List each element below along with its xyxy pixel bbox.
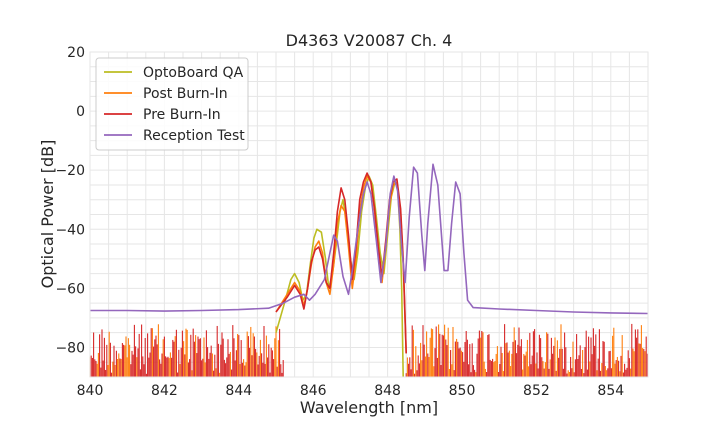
noise-floor [89, 323, 648, 377]
y-tick-label: −80 [55, 340, 85, 356]
y-tick-label: −60 [55, 281, 85, 297]
x-axis-label: Wavelength [nm] [300, 398, 438, 417]
legend-label: OptoBoard QA [143, 65, 244, 81]
x-tick-label: 850 [449, 383, 476, 399]
x-tick-label: 840 [77, 383, 104, 399]
y-tick-label: −40 [55, 222, 85, 238]
y-tick-labels: 20 0 −20 −40 −60 −80 [55, 45, 85, 356]
x-tick-label: 852 [523, 383, 550, 399]
legend-box [95, 57, 249, 151]
series-line [90, 163, 648, 315]
series-lines [90, 163, 648, 377]
x-tick-label: 854 [597, 383, 624, 399]
x-tick-label: 848 [374, 383, 401, 399]
plot-frame [89, 51, 649, 378]
legend-label: Reception Test [143, 128, 245, 144]
chart-title: D4363 V20087 Ch. 4 [286, 31, 453, 50]
x-tick-label: 844 [225, 383, 252, 399]
legend-label: Pre Burn-In [143, 107, 221, 123]
x-tick-label: 846 [300, 383, 327, 399]
x-tick-label: 842 [151, 383, 178, 399]
legend-label: Post Burn-In [143, 86, 228, 102]
x-tick-labels: 840 842 844 846 848 850 852 854 [77, 383, 625, 399]
y-tick-label: −20 [55, 163, 85, 179]
y-tick-label: 20 [67, 45, 85, 61]
legend: OptoBoard QA Post Burn-In Pre Burn-In Recep… [95, 57, 249, 151]
y-tick-label: 0 [76, 104, 85, 120]
y-axis-label: Optical Power [dB] [38, 140, 57, 289]
